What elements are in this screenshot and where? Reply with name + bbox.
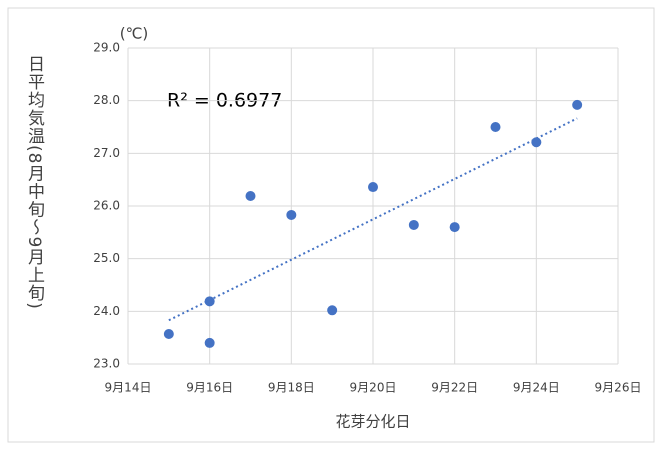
point bbox=[204, 337, 215, 348]
chart-frame bbox=[7, 7, 655, 443]
x-tick-label: 9月22日 bbox=[431, 381, 478, 395]
point bbox=[245, 190, 256, 201]
trendline bbox=[168, 117, 578, 322]
point bbox=[449, 222, 460, 233]
y-tick-label: 28.0 bbox=[93, 93, 120, 107]
point bbox=[163, 328, 174, 339]
point bbox=[572, 99, 583, 110]
y-tick-label: 29.0 bbox=[93, 41, 120, 55]
x-axis-label: 花芽分化日 bbox=[335, 413, 410, 431]
x-tick-label: 9月20日 bbox=[350, 381, 397, 395]
x-tick-label: 9月16日 bbox=[186, 381, 233, 395]
point bbox=[327, 305, 338, 316]
x-tick-label: 9月18日 bbox=[268, 381, 315, 395]
y-axis-label: 日平均気温(8月中旬～9月上旬) bbox=[24, 55, 44, 310]
y-tick-label: 24.0 bbox=[93, 304, 120, 318]
point bbox=[368, 182, 378, 193]
x-tick-label: 9月26日 bbox=[595, 381, 642, 395]
point bbox=[531, 137, 542, 148]
y-tick-label: 23.0 bbox=[93, 357, 120, 371]
y-tick-label: 27.0 bbox=[93, 146, 120, 160]
x-tick-label: 9月14日 bbox=[105, 381, 152, 395]
point bbox=[490, 122, 501, 132]
point bbox=[286, 209, 297, 220]
y-tick-label: 25.0 bbox=[93, 251, 120, 265]
x-tick-label: 9月24日 bbox=[513, 381, 560, 395]
y-tick-label: 26.0 bbox=[93, 199, 120, 213]
point bbox=[204, 296, 215, 307]
y-unit: (℃) bbox=[120, 25, 149, 43]
point bbox=[408, 219, 419, 230]
